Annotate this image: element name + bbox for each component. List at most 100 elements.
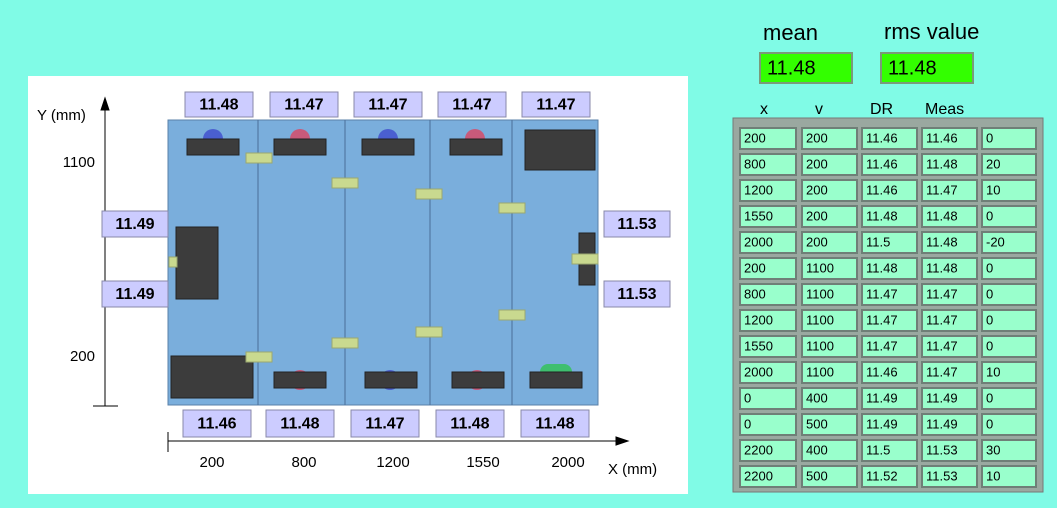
y-tick-label: 200 [70, 348, 95, 365]
cell-text: 11.49 [866, 416, 898, 431]
table-cell [981, 231, 1037, 254]
y-axis-label: Y (mm) [37, 107, 86, 124]
column-header: v [815, 101, 823, 118]
bottom-reading-box [520, 409, 590, 438]
table-cell [921, 361, 978, 384]
cell-text: 10 [986, 364, 1000, 379]
cell-text: 11.5 [866, 234, 890, 249]
table-cell [801, 205, 858, 228]
table-cell [921, 127, 978, 150]
table-cell [921, 309, 978, 332]
table-cell [921, 205, 978, 228]
table-cell [921, 283, 978, 306]
table-cell [739, 439, 797, 462]
cell-text: 0 [986, 208, 993, 223]
rms-field [880, 52, 974, 84]
cell-text: 11.48 [866, 260, 898, 275]
table-cell [739, 387, 797, 410]
x-axis-label: X (mm) [608, 461, 657, 478]
cell-text: 11.47 [926, 338, 958, 353]
table-cell [861, 257, 918, 280]
table-cell [981, 439, 1037, 462]
bottom-reading: 11.47 [365, 416, 404, 433]
cell-text: 500 [806, 416, 828, 431]
top-reading-box [269, 91, 339, 118]
right-reading: 11.53 [617, 216, 656, 233]
top-reading: 11.47 [284, 97, 323, 114]
table-cell [981, 283, 1037, 306]
table-cell [801, 413, 858, 436]
top-reading-box [437, 91, 507, 118]
table-cell [739, 335, 797, 358]
right-reading: 11.53 [617, 286, 656, 303]
table-cell [861, 127, 918, 150]
cell-text: -20 [986, 234, 1005, 249]
cell-text: 1100 [806, 364, 834, 379]
table-cell [981, 413, 1037, 436]
table-cell [801, 127, 858, 150]
table-cell [981, 361, 1037, 384]
x-tick-label: 1550 [466, 454, 499, 471]
x-tick-label: 800 [291, 454, 316, 471]
cell-text: 0 [744, 416, 751, 431]
cell-text: 2200 [744, 468, 773, 483]
cell-text: 0 [986, 312, 993, 327]
table-cell [981, 205, 1037, 228]
bottom-reading: 11.48 [535, 416, 574, 433]
cell-text: 1100 [806, 260, 834, 275]
cell-text: 20 [986, 156, 1000, 171]
cell-text: 200 [806, 156, 828, 171]
table-cell [801, 231, 858, 254]
cell-text: 11.49 [926, 416, 958, 431]
cell-text: 11.46 [866, 364, 898, 379]
mean-field [759, 52, 853, 84]
table-cell [861, 283, 918, 306]
cell-text: 0 [986, 286, 993, 301]
table-cell [739, 127, 797, 150]
table-cell [861, 439, 918, 462]
cell-text: 800 [744, 286, 766, 301]
cell-text: 11.47 [866, 286, 898, 301]
cell-text: 11.46 [866, 182, 898, 197]
cell-text: 11.47 [926, 364, 958, 379]
table-cell [981, 387, 1037, 410]
cell-text: 11.48 [866, 208, 898, 223]
cell-text: 0 [986, 338, 993, 353]
table-cell [921, 439, 978, 462]
table-cell [861, 335, 918, 358]
cell-text: 10 [986, 182, 1000, 197]
table-cell [981, 127, 1037, 150]
column-header: Meas [925, 101, 964, 118]
left-reading: 11.49 [115, 286, 154, 303]
cell-text: 11.46 [926, 130, 958, 145]
cell-text: 2200 [744, 442, 773, 457]
cell-text: 800 [744, 156, 766, 171]
cell-text: 1550 [744, 208, 773, 223]
table-cell [861, 205, 918, 228]
table-cell [739, 361, 797, 384]
table-cell [981, 335, 1037, 358]
table-cell [921, 257, 978, 280]
table-cell [739, 205, 797, 228]
table-cell [739, 257, 797, 280]
table-cell [801, 283, 858, 306]
column-header: DR [870, 101, 893, 118]
table-cell [801, 361, 858, 384]
table-cell [801, 153, 858, 176]
cell-text: 400 [806, 442, 828, 457]
table-cell [739, 231, 797, 254]
cell-text: 11.46 [866, 130, 898, 145]
table-cell [861, 231, 918, 254]
cell-text: 11.48 [926, 208, 958, 223]
cell-text: 0 [986, 390, 993, 405]
cell-text: 11.52 [866, 468, 898, 483]
table-cell [801, 335, 858, 358]
cell-text: 1100 [806, 286, 834, 301]
table-cell [981, 257, 1037, 280]
cell-text: 11.48 [926, 260, 958, 275]
left-reading-box [101, 280, 169, 308]
table-cell [861, 413, 918, 436]
table-cell [861, 387, 918, 410]
cell-text: 11.47 [926, 312, 958, 327]
